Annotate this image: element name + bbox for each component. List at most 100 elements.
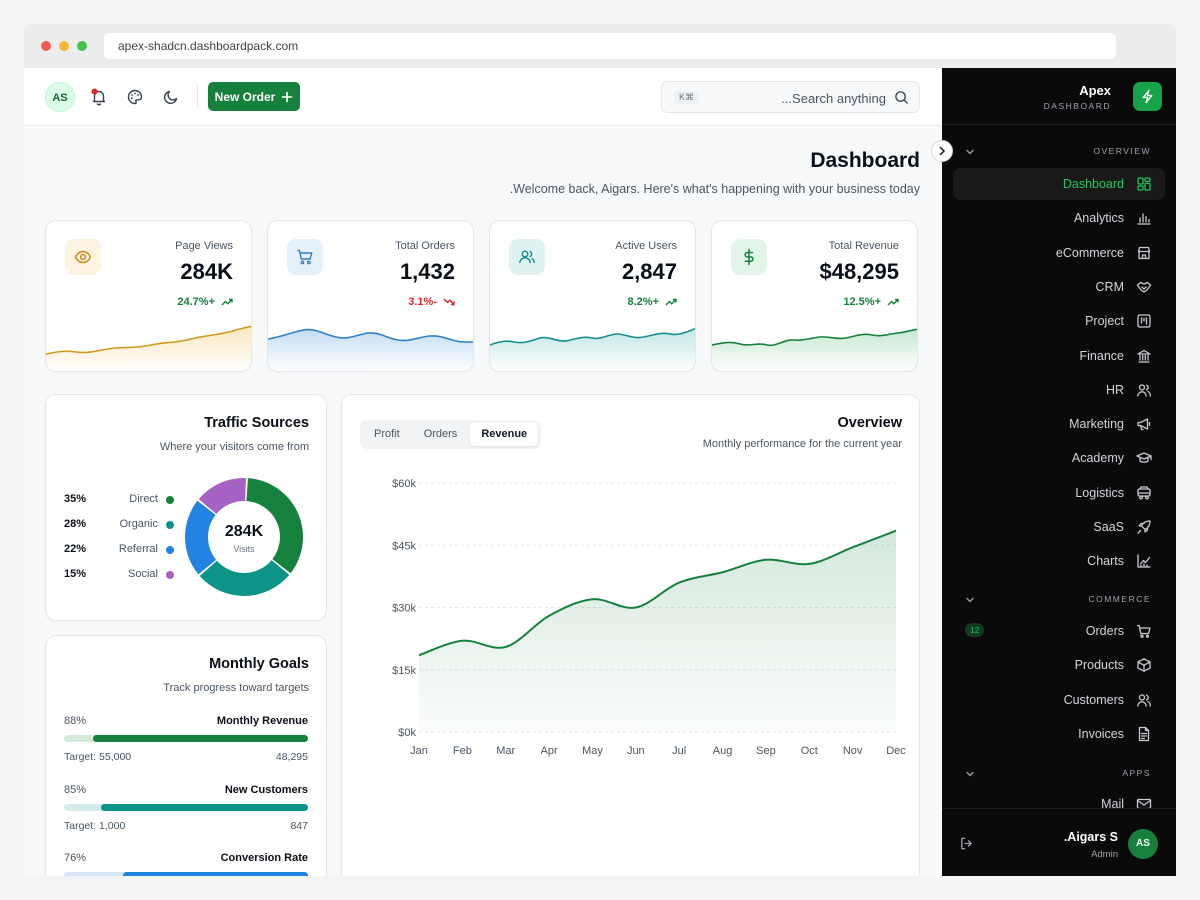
palette-icon[interactable] [125, 87, 145, 107]
sparkline-page-views [46, 325, 251, 371]
legend-label: Direct [129, 493, 158, 505]
user-avatar[interactable]: AS [1128, 829, 1158, 859]
sidebar-item-finance[interactable]: Finance [953, 340, 1165, 372]
new-order-button[interactable]: New Order [208, 82, 300, 111]
sidebar-section-label: APPS [1122, 768, 1151, 778]
trend-up-icon [887, 298, 899, 306]
sidebar-section-overview[interactable]: OVERVIEW [942, 145, 1176, 159]
stat-change: 12.5%+ [843, 296, 899, 308]
tab-profit[interactable]: Profit [363, 423, 411, 446]
sidebar-item-marketing[interactable]: Marketing [953, 408, 1165, 440]
address-bar[interactable]: apex-shadcn.dashboardpack.com [104, 33, 1116, 59]
sidebar-item-label: HR [1105, 382, 1124, 397]
sidebar-item-label: CRM [1095, 279, 1124, 294]
sidebar-item-crm[interactable]: CRM [953, 271, 1165, 303]
top-bar: AS New Order [24, 68, 942, 126]
chevron-down-icon[interactable] [965, 147, 975, 157]
eye-icon [65, 239, 101, 275]
search-box[interactable]: K⌘ [661, 81, 920, 113]
sidebar-item-project[interactable]: Project [953, 305, 1165, 337]
users-icon [1137, 693, 1151, 707]
stat-change-value: 24.7%+ [177, 296, 215, 308]
bank-icon [1137, 349, 1151, 363]
legend-direct: 35% Direct [64, 493, 174, 509]
sidebar-item-academy[interactable]: Academy [953, 442, 1165, 474]
sidebar-item-ecommerce[interactable]: eCommerce [953, 237, 1165, 269]
traffic-donut-chart: 284K Visits [185, 478, 303, 596]
x-tick-label: Apr [541, 745, 558, 757]
tab-orders[interactable]: Orders [413, 423, 469, 446]
maximize-window-dot[interactable] [77, 41, 87, 51]
x-tick-label: Mar [496, 745, 515, 757]
goal-name: Monthly Revenue [216, 715, 308, 727]
stat-change: 24.7%+ [177, 296, 233, 308]
minimize-window-dot[interactable] [59, 41, 69, 51]
user-avatar[interactable]: AS [45, 82, 75, 112]
stat-card-page-views: Page Views 284K 24.7%+ [45, 220, 252, 372]
x-tick-label: Jan [410, 745, 428, 757]
handshake-icon [1136, 281, 1152, 293]
grid-icon [1137, 177, 1151, 191]
moon-icon[interactable] [161, 87, 181, 107]
donut-slice-direct[interactable] [246, 478, 303, 574]
browser-chrome: apex-shadcn.dashboardpack.com [24, 24, 1176, 68]
sidebar-item-label: Mail [1101, 797, 1124, 811]
sidebar-item-dashboard[interactable]: Dashboard [953, 168, 1165, 200]
sidebar-item-label: Project [1085, 314, 1124, 329]
sidebar-item-label: eCommerce [1055, 245, 1124, 260]
trend-up-icon [665, 298, 677, 306]
stat-value: 2,847 [621, 259, 677, 284]
goal-progress-fill [93, 735, 308, 742]
bell-icon[interactable] [89, 87, 109, 107]
x-tick-label: Feb [453, 745, 472, 757]
goal-progress-track [64, 804, 308, 811]
truck-icon [1137, 486, 1151, 500]
sidebar-item-label: Finance [1079, 348, 1124, 363]
sidebar-item-charts[interactable]: Charts [953, 545, 1165, 577]
chevron-down-icon[interactable] [965, 769, 975, 779]
sidebar-item-products[interactable]: Products [953, 649, 1165, 681]
legend-organic: 28% Organic [64, 518, 174, 534]
bar-chart-icon [1137, 213, 1151, 225]
x-tick-label: Aug [713, 745, 733, 757]
brand-name: Apex [1079, 83, 1111, 98]
x-tick-label: Jun [627, 745, 645, 757]
donut-center-label: Visits [233, 544, 255, 554]
tab-revenue[interactable]: Revenue [470, 423, 539, 446]
sidebar-item-invoices[interactable]: Invoices [953, 718, 1165, 750]
close-window-dot[interactable] [41, 41, 51, 51]
donut-slice-social[interactable] [198, 478, 246, 514]
donut-slice-referral[interactable] [185, 500, 217, 575]
donut-slice-organic[interactable] [199, 560, 290, 596]
trend-up-icon [221, 298, 233, 306]
logout-icon[interactable] [959, 836, 974, 851]
sidebar-item-label: Products [1074, 658, 1124, 673]
stat-card-active-users: Active Users 2,847 8.2%+ [489, 220, 696, 372]
traffic-sources-card: Traffic Sources Where your visitors come… [45, 394, 327, 621]
sidebar-item-logistics[interactable]: Logistics [953, 477, 1165, 509]
sparkline-total-orders [268, 328, 473, 371]
legend-swatch [166, 521, 174, 529]
stat-label: Page Views [175, 240, 233, 252]
sidebar-collapse-button[interactable] [931, 140, 953, 162]
sidebar-item-analytics[interactable]: Analytics [953, 202, 1165, 234]
sidebar-item-label: Invoices [1078, 726, 1124, 741]
overview-card: Profit Orders Revenue Overview Monthly p… [341, 394, 920, 876]
sidebar-item-orders[interactable]: Orders 12 [953, 615, 1165, 647]
legend-percent: 22% [64, 543, 87, 555]
search-input[interactable] [722, 88, 886, 108]
x-tick-label: Jul [672, 745, 686, 757]
bolt-logo-icon[interactable] [1133, 82, 1162, 111]
search-icon[interactable] [894, 90, 909, 105]
sidebar-section-commerce[interactable]: COMMERCE [942, 593, 1176, 607]
sidebar-item-hr[interactable]: HR [953, 374, 1165, 406]
sidebar-section-apps[interactable]: APPS [942, 767, 1176, 781]
stat-value: 284K [180, 259, 233, 284]
chevron-down-icon[interactable] [965, 595, 975, 605]
goal-percent: 85% [64, 784, 87, 796]
sidebar-item-saas[interactable]: SaaS [953, 511, 1165, 543]
sparkline-active-users [490, 327, 695, 371]
sidebar-item-customers[interactable]: Customers [953, 684, 1165, 716]
goal-target: Target: 55,000 [64, 751, 132, 763]
users-icon [1137, 384, 1151, 397]
